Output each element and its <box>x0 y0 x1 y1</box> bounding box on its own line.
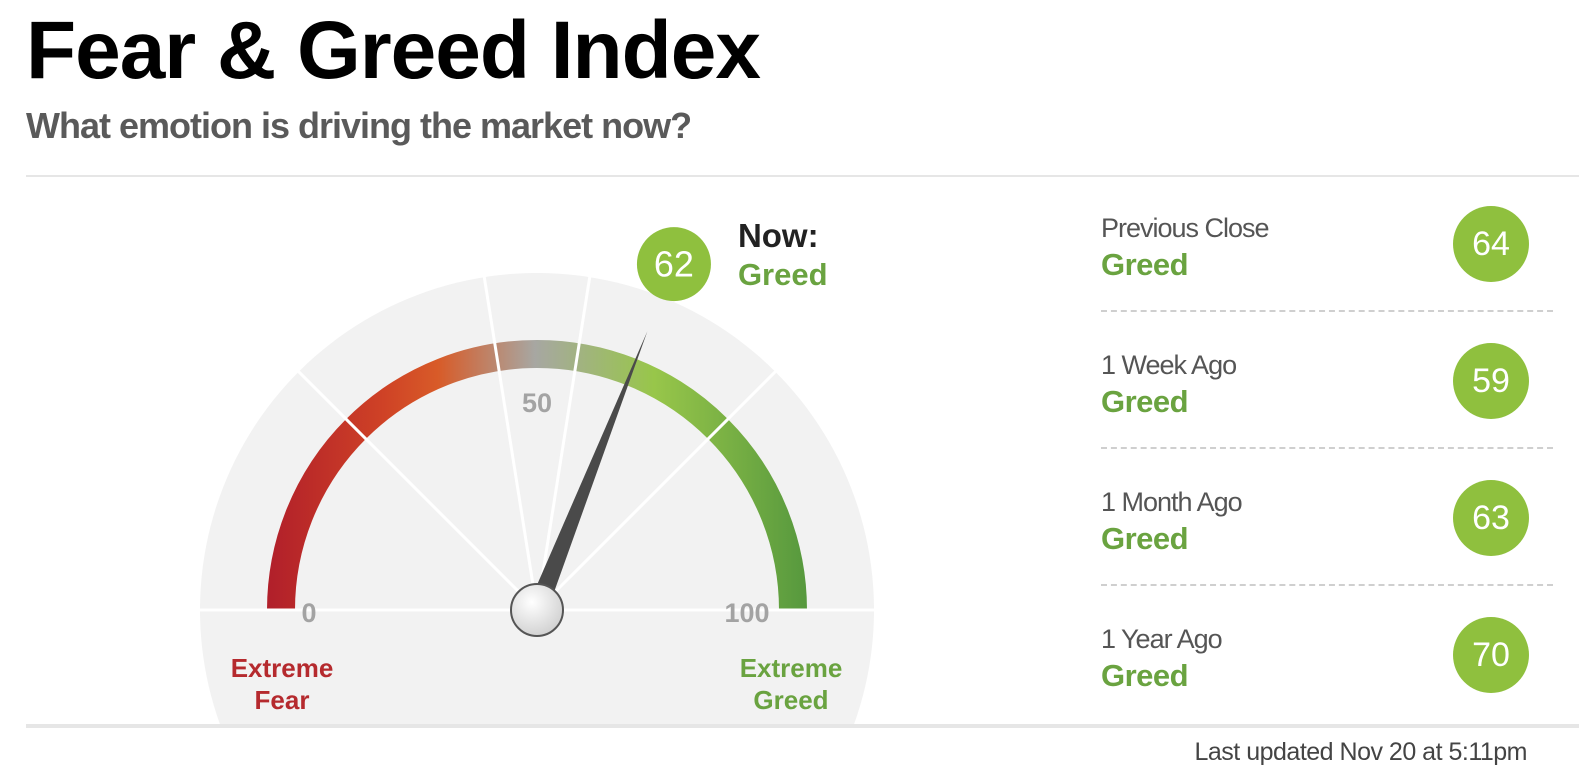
history-separator <box>1101 447 1553 449</box>
gauge-zone-divider <box>535 269 593 611</box>
history-period-label: 1 Week Ago <box>1101 350 1237 380</box>
page-title: Fear & Greed Index <box>26 5 761 96</box>
history-row: 1 Month Ago Greed 63 <box>1101 480 1553 617</box>
history-row: Previous Close Greed 64 <box>1101 206 1553 343</box>
extreme-fear-label: Fear <box>255 685 310 715</box>
now-value-text: 62 <box>654 244 694 285</box>
gauge-needle <box>510 331 648 637</box>
gauge-arc-band <box>267 340 807 611</box>
gauge-arc <box>265 340 809 612</box>
gauge-tick-label: 100 <box>724 598 769 628</box>
history-separator <box>1101 310 1553 312</box>
last-updated: Last updated Nov 20 at 5:11pm <box>1194 738 1528 766</box>
top-divider <box>26 175 1579 177</box>
history-value-badge: 70 <box>1453 617 1529 693</box>
history-period-label: Previous Close <box>1101 213 1270 243</box>
gauge-dial-background <box>200 273 875 725</box>
gauge-ticks: 0 50 100 <box>301 388 769 628</box>
history-rating: Greed <box>1101 247 1189 282</box>
gauge-arc-divider <box>573 341 582 374</box>
history-value-badge: 59 <box>1453 343 1529 419</box>
now-label: Now: <box>738 217 819 254</box>
gauge-zone-divider <box>535 364 783 612</box>
extreme-greed-label: Extreme <box>740 653 843 683</box>
extreme-greed-label: Greed <box>753 685 828 715</box>
gauge-arc-divider <box>492 341 501 374</box>
gauge-arc-divider <box>705 416 731 442</box>
now-value-badge <box>636 227 711 302</box>
gauge-tick-label: 0 <box>301 598 316 628</box>
page-subtitle: What emotion is driving the market now? <box>26 105 692 146</box>
history-value-badge: 63 <box>1453 480 1529 556</box>
gauge-zone-divider <box>291 364 539 612</box>
now-rating: Greed <box>738 257 828 292</box>
history-separator <box>1101 584 1553 586</box>
gauge-now-indicator: 62 Now: Greed <box>636 217 828 302</box>
gauge-arc-divider <box>343 416 369 442</box>
history-rating: Greed <box>1101 521 1189 556</box>
history-period-label: 1 Month Ago <box>1101 487 1243 517</box>
gauge-tick-label: 50 <box>522 388 552 418</box>
extreme-fear-label: Extreme <box>231 653 334 683</box>
gauge-background <box>192 269 882 725</box>
history-row: 1 Year Ago Greed 70 <box>1101 617 1553 754</box>
history-row: 1 Week Ago Greed 59 <box>1101 343 1553 480</box>
gauge-needle-hub <box>510 583 564 637</box>
bottom-divider <box>26 724 1579 728</box>
history-rating: Greed <box>1101 384 1189 419</box>
history-value-badge: 64 <box>1453 206 1529 282</box>
history-rating: Greed <box>1101 658 1189 693</box>
history-period-label: 1 Year Ago <box>1101 624 1223 654</box>
gauge-needle-pointer <box>527 331 648 614</box>
gauge-zone-divider <box>481 269 539 611</box>
